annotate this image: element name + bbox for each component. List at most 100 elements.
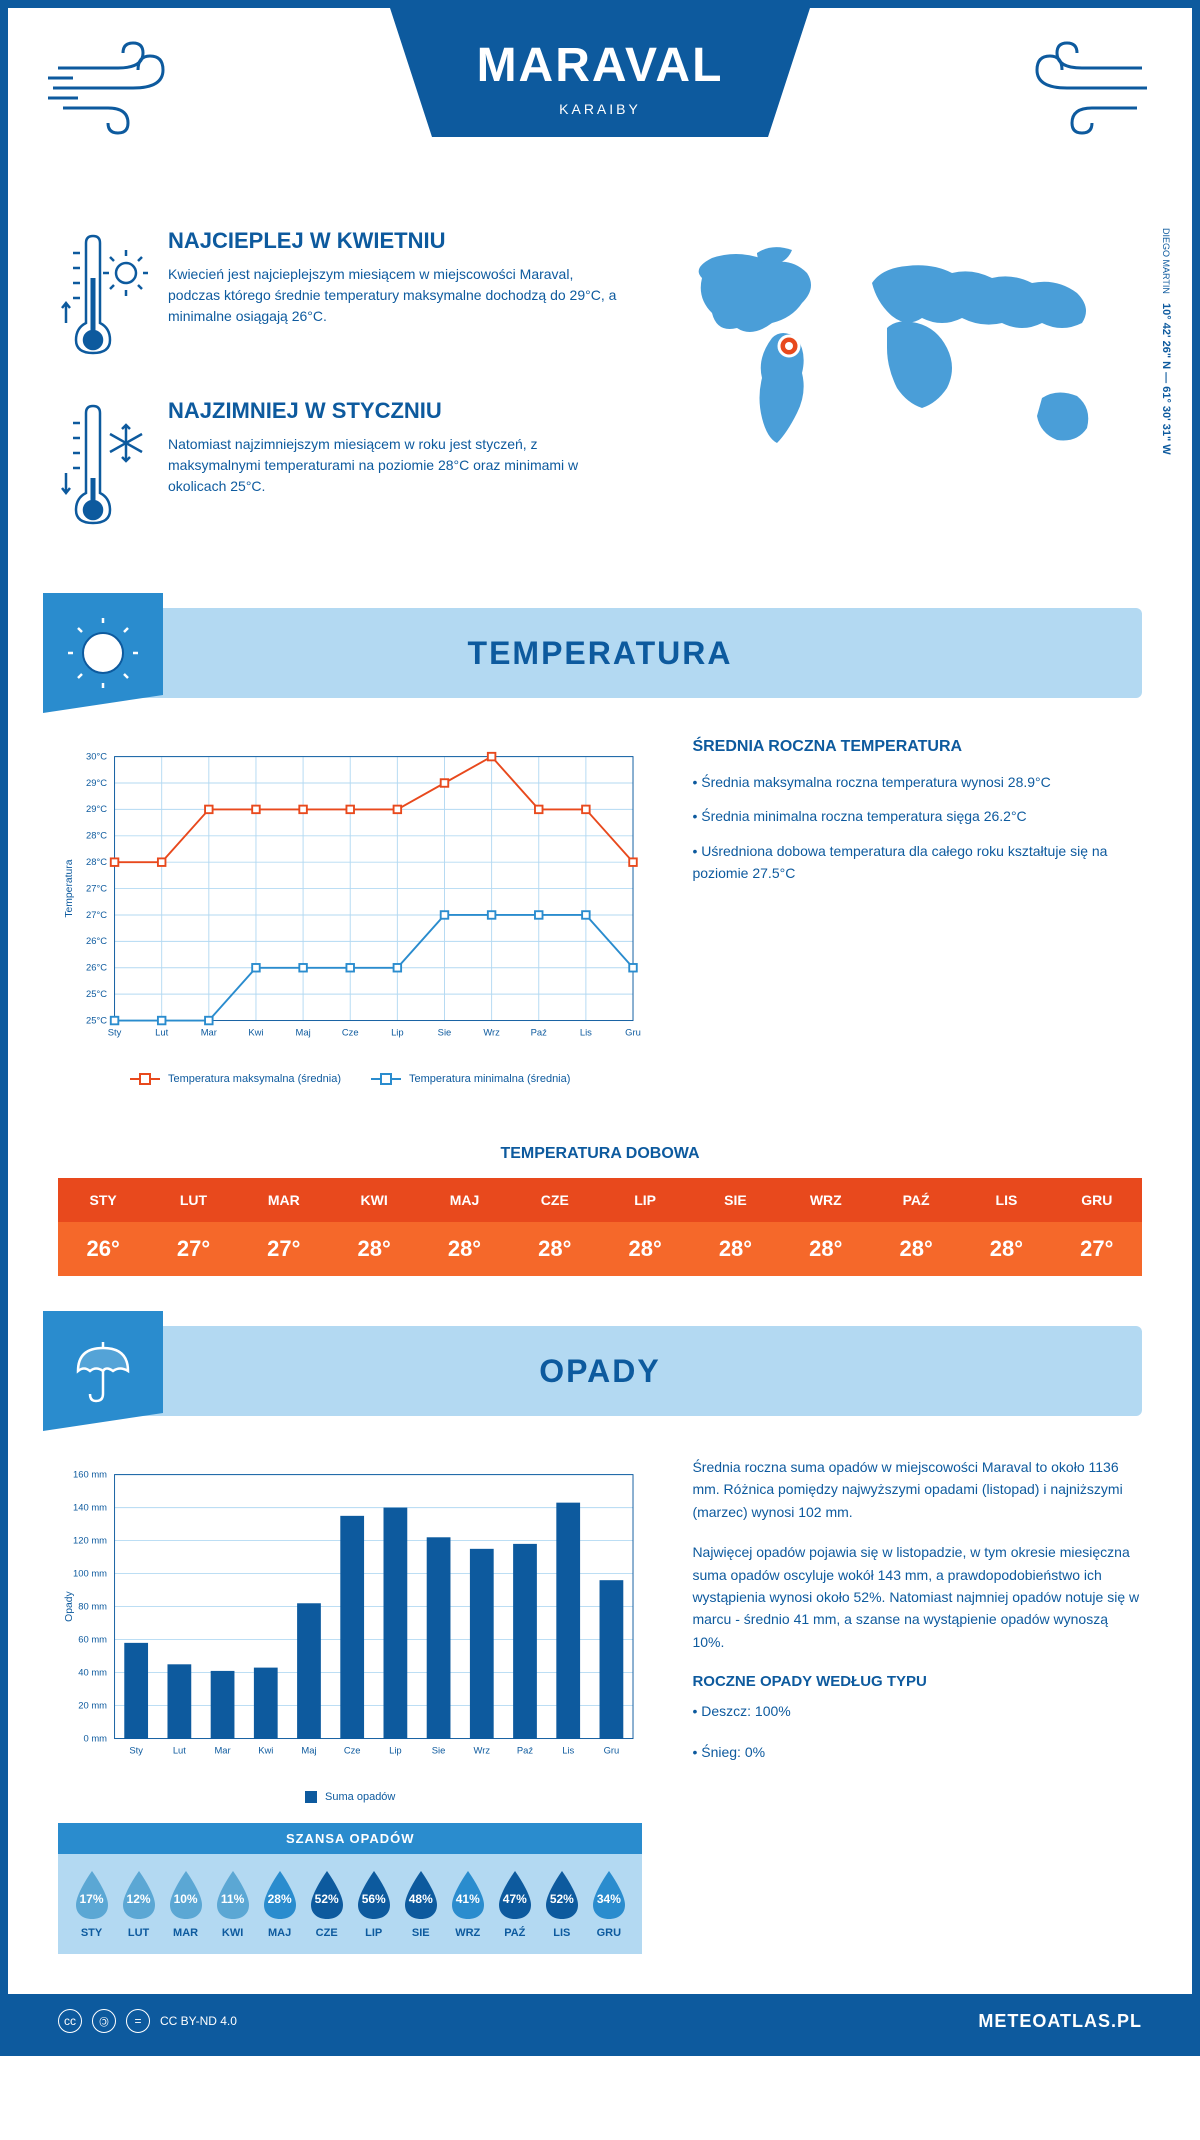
daily-month: PAŹ: [871, 1178, 961, 1222]
temp-legend: Temperatura maksymalna (średnia) Tempera…: [58, 1073, 642, 1085]
coordinates: DIEGO MARTIN 10° 42' 26" N — 61° 30' 31"…: [1160, 228, 1172, 455]
rain-drop-item: 52% LIS: [541, 1869, 583, 1939]
coldest-text: Natomiast najzimniejszym miesiącem w rok…: [168, 434, 622, 497]
svg-text:25°C: 25°C: [86, 1014, 107, 1025]
precipitation-info: Średnia roczna suma opadów w miejscowośc…: [692, 1456, 1142, 1954]
svg-text:27°C: 27°C: [86, 882, 107, 893]
thermometer-cold-icon: [58, 398, 148, 538]
rain-drop-item: 28% MAJ: [259, 1869, 301, 1939]
coldest-block: NAJZIMNIEJ W STYCZNIU Natomiast najzimni…: [58, 398, 622, 538]
svg-text:Sty: Sty: [129, 1745, 143, 1756]
svg-text:60 mm: 60 mm: [78, 1633, 107, 1644]
daily-month: STY: [58, 1178, 148, 1222]
temp-info-title: ŚREDNIA ROCZNA TEMPERATURA: [692, 738, 1142, 756]
daily-month: MAR: [239, 1178, 329, 1222]
precip-legend: Suma opadów: [58, 1791, 642, 1803]
location-subtitle: KARAIBY: [410, 101, 790, 117]
cc-icon: cc: [58, 2009, 82, 2033]
coldest-title: NAJZIMNIEJ W STYCZNIU: [168, 398, 622, 424]
title-banner: MARAVAL KARAIBY: [390, 8, 810, 137]
daily-month: GRU: [1052, 1178, 1142, 1222]
svg-text:Lip: Lip: [389, 1745, 402, 1756]
daily-temp-table: STYLUTMARKWIMAJCZELIPSIEWRZPAŹLISGRU 26°…: [58, 1178, 1142, 1276]
daily-value: 28°: [329, 1222, 419, 1276]
daily-month: SIE: [690, 1178, 780, 1222]
svg-text:30°C: 30°C: [86, 750, 107, 761]
svg-text:Kwi: Kwi: [258, 1745, 273, 1756]
svg-text:Temperatura: Temperatura: [64, 859, 75, 917]
svg-text:140 mm: 140 mm: [73, 1501, 107, 1512]
svg-text:Lut: Lut: [173, 1745, 186, 1756]
svg-text:Paź: Paź: [517, 1745, 534, 1756]
svg-text:Wrz: Wrz: [483, 1027, 500, 1038]
temperature-chart: 25°C25°C26°C26°C27°C27°C28°C28°C29°C29°C…: [58, 738, 642, 1085]
rain-drop-item: 56% LIP: [353, 1869, 395, 1939]
daily-value: 28°: [600, 1222, 690, 1276]
daily-month: WRZ: [781, 1178, 871, 1222]
daily-value: 27°: [148, 1222, 238, 1276]
yearly-precip-title: ROCZNE OPADY WEDŁUG TYPU: [692, 1673, 1142, 1690]
svg-text:Maj: Maj: [301, 1745, 316, 1756]
header: MARAVAL KARAIBY: [8, 8, 1192, 208]
svg-text:Maj: Maj: [296, 1027, 311, 1038]
svg-text:120 mm: 120 mm: [73, 1534, 107, 1545]
svg-text:Gru: Gru: [625, 1027, 641, 1038]
svg-text:40 mm: 40 mm: [78, 1666, 107, 1677]
svg-text:26°C: 26°C: [86, 935, 107, 946]
svg-text:Opady: Opady: [64, 1590, 75, 1621]
intro-section: NAJCIEPLEJ W KWIETNIU Kwiecień jest najc…: [8, 208, 1192, 608]
daily-month: LIP: [600, 1178, 690, 1222]
svg-text:160 mm: 160 mm: [73, 1468, 107, 1479]
wind-icon-right: [1012, 38, 1152, 138]
rain-drop-item: 11% KWI: [212, 1869, 254, 1939]
warmest-title: NAJCIEPLEJ W KWIETNIU: [168, 228, 622, 254]
svg-text:Lis: Lis: [562, 1745, 574, 1756]
daily-value: 28°: [510, 1222, 600, 1276]
daily-value: 27°: [239, 1222, 329, 1276]
daily-month: CZE: [510, 1178, 600, 1222]
svg-text:28°C: 28°C: [86, 830, 107, 841]
daily-month: LIS: [961, 1178, 1051, 1222]
thermometer-hot-icon: [58, 228, 148, 368]
rain-drop-item: 48% SIE: [400, 1869, 442, 1939]
daily-value: 27°: [1052, 1222, 1142, 1276]
svg-text:Sty: Sty: [108, 1027, 122, 1038]
svg-text:25°C: 25°C: [86, 988, 107, 999]
daily-value: 28°: [419, 1222, 509, 1276]
daily-value: 28°: [961, 1222, 1051, 1276]
license-text: CC BY-ND 4.0: [160, 2014, 237, 2028]
svg-text:Mar: Mar: [201, 1027, 217, 1038]
svg-text:Lis: Lis: [580, 1027, 592, 1038]
footer: cc 🄯 = CC BY-ND 4.0 METEOATLAS.PL: [8, 1994, 1192, 2048]
svg-text:Mar: Mar: [214, 1745, 230, 1756]
nd-icon: =: [126, 2009, 150, 2033]
rain-drop-item: 52% CZE: [306, 1869, 348, 1939]
svg-text:80 mm: 80 mm: [78, 1600, 107, 1611]
by-icon: 🄯: [92, 2009, 116, 2033]
daily-value: 28°: [871, 1222, 961, 1276]
daily-month: KWI: [329, 1178, 419, 1222]
svg-text:0 mm: 0 mm: [84, 1732, 108, 1743]
svg-text:Paź: Paź: [531, 1027, 548, 1038]
rain-drop-item: 12% LUT: [118, 1869, 160, 1939]
world-map-svg: [662, 228, 1142, 488]
world-map: DIEGO MARTIN 10° 42' 26" N — 61° 30' 31"…: [662, 228, 1142, 568]
svg-text:29°C: 29°C: [86, 803, 107, 814]
svg-text:Cze: Cze: [344, 1745, 361, 1756]
svg-text:Wrz: Wrz: [474, 1745, 491, 1756]
precipitation-title: OPADY: [539, 1353, 660, 1390]
warmest-text: Kwiecień jest najcieplejszym miesiącem w…: [168, 264, 622, 327]
svg-text:Gru: Gru: [604, 1745, 620, 1756]
rain-chance: SZANSA OPADÓW 17% STY 12% LUT 10: [58, 1823, 642, 1954]
umbrella-icon: [43, 1311, 163, 1431]
svg-text:20 mm: 20 mm: [78, 1699, 107, 1710]
svg-text:Kwi: Kwi: [248, 1027, 263, 1038]
daily-month: MAJ: [419, 1178, 509, 1222]
precipitation-banner: OPADY: [58, 1326, 1142, 1416]
svg-text:26°C: 26°C: [86, 962, 107, 973]
svg-text:Cze: Cze: [342, 1027, 359, 1038]
rain-chance-title: SZANSA OPADÓW: [58, 1823, 642, 1854]
location-title: MARAVAL: [410, 38, 790, 93]
svg-text:27°C: 27°C: [86, 909, 107, 920]
temperature-title: TEMPERATURA: [468, 635, 733, 672]
